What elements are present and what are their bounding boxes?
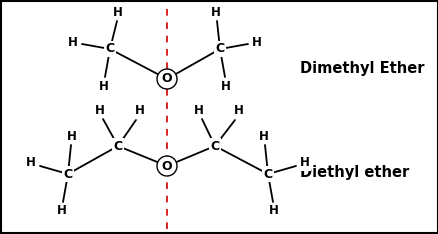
Text: C: C [215, 43, 224, 55]
Text: H: H [251, 36, 261, 48]
Text: H: H [68, 36, 78, 48]
Text: O: O [161, 73, 172, 85]
Text: H: H [221, 80, 230, 92]
Text: Dimethyl Ether: Dimethyl Ether [299, 62, 424, 77]
Text: H: H [211, 6, 220, 18]
Text: H: H [57, 205, 67, 217]
Text: C: C [113, 139, 122, 153]
Text: H: H [233, 105, 244, 117]
Circle shape [157, 156, 177, 176]
Text: H: H [194, 103, 204, 117]
Text: C: C [210, 139, 219, 153]
Text: C: C [64, 168, 72, 180]
Text: H: H [26, 157, 36, 169]
Text: O: O [161, 160, 172, 172]
Text: H: H [67, 129, 77, 143]
Circle shape [157, 69, 177, 89]
Text: H: H [258, 129, 268, 143]
Text: H: H [135, 105, 145, 117]
Text: H: H [99, 80, 109, 92]
Text: H: H [113, 6, 123, 18]
Text: C: C [263, 168, 272, 180]
Text: H: H [95, 103, 105, 117]
Text: Diethyl ether: Diethyl ether [299, 165, 408, 179]
Text: H: H [300, 157, 309, 169]
Text: H: H [268, 205, 278, 217]
Text: C: C [105, 43, 114, 55]
